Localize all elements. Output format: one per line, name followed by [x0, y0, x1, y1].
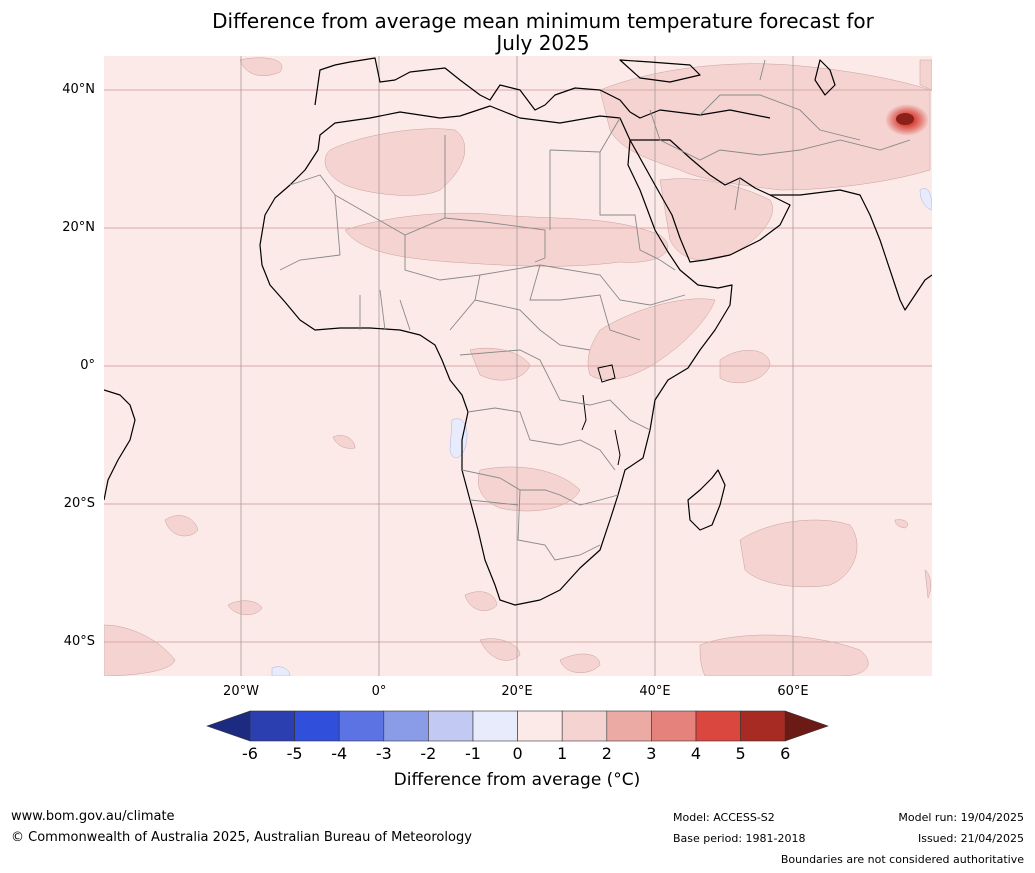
- lon-label-20e: 20°E: [501, 684, 533, 699]
- madagascar-coastline: [687, 469, 726, 531]
- colorbar-tick-label: 0: [512, 744, 523, 763]
- lon-label-0: 0°: [371, 684, 387, 699]
- lakes: [581, 364, 621, 466]
- lat-label-20n: 20°N: [62, 220, 95, 235]
- colorbar-tick-label: 3: [646, 744, 657, 763]
- model-text: Model: ACCESS-S2: [673, 811, 775, 824]
- colorbar-tick-label: 5: [735, 744, 746, 763]
- lon-label-60e: 60°E: [777, 684, 809, 699]
- title-line-1: Difference from average mean minimum tem…: [212, 9, 874, 33]
- colorbar-label: Difference from average (°C): [393, 770, 641, 790]
- colorbar-tick-label: 6: [780, 744, 791, 763]
- model-run-text: Model run: 19/04/2025: [898, 811, 1024, 824]
- colorbar-tick-label: -6: [242, 744, 258, 763]
- lon-label-40e: 40°E: [639, 684, 671, 699]
- copyright-text: © Commonwealth of Australia 2025, Austra…: [11, 830, 472, 845]
- website-text: www.bom.gov.au/climate: [11, 809, 175, 824]
- africa-coastline: [259, 105, 733, 606]
- issued-text: Issued: 21/04/2025: [917, 832, 1024, 845]
- colorbar-tick-label: 1: [557, 744, 568, 763]
- anomaly-shading-1-2: [104, 57, 932, 676]
- anomaly-shading-neg: [271, 188, 932, 676]
- colorbar-tick-label: -3: [375, 744, 392, 763]
- coastlines: [104, 57, 932, 606]
- colorbar-tick-label: 2: [601, 744, 612, 763]
- colorbar-tick-label: -5: [286, 744, 303, 763]
- lon-label-20w: 20°W: [223, 684, 259, 699]
- country-borders: [279, 59, 911, 561]
- colorbar-tick-label: 4: [690, 744, 702, 763]
- map-title: Difference from average mean minimum tem…: [104, 10, 982, 54]
- lat-label-0: 0°: [80, 358, 95, 373]
- colorbar-tick-label: -4: [331, 744, 348, 763]
- colorbar-tick-label: -2: [420, 744, 437, 763]
- lat-label-40s: 40°S: [63, 634, 95, 649]
- lat-label-20s: 20°S: [63, 496, 95, 511]
- title-line-2: July 2025: [496, 31, 590, 55]
- arabia-coastline: [629, 139, 791, 263]
- lat-label-40n: 40°N: [62, 82, 95, 97]
- disclaimer-text: Boundaries are not considered authoritat…: [780, 853, 1024, 866]
- base-period-text: Base period: 1981-2018: [673, 832, 806, 845]
- colorbar-tick-label: -1: [465, 744, 481, 763]
